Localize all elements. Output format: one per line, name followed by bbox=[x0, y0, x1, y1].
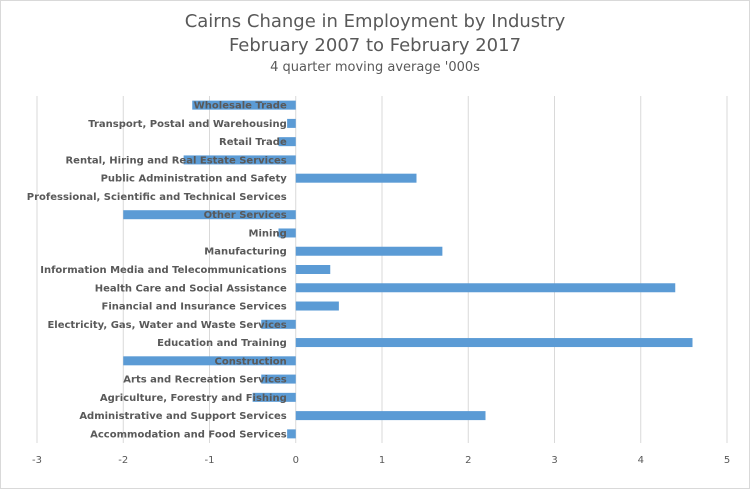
chart-title: Cairns Change in Employment by Industry bbox=[184, 11, 566, 32]
bar bbox=[123, 356, 296, 366]
category-label: Agriculture, Forestry and Fishing bbox=[100, 393, 287, 404]
bar bbox=[183, 155, 296, 165]
x-tick-label: 2 bbox=[465, 455, 471, 466]
category-label: Electricity, Gas, Water and Waste Servic… bbox=[47, 320, 286, 331]
category-label: Accommodation and Food Services bbox=[90, 429, 287, 440]
category-label: Construction bbox=[215, 356, 287, 367]
x-tick-label: -3 bbox=[32, 455, 42, 466]
category-label: Arts and Recreation Services bbox=[123, 375, 287, 386]
category-label: Retail Trade bbox=[219, 137, 287, 148]
bar bbox=[295, 283, 676, 293]
category-label: Mining bbox=[249, 228, 287, 239]
x-tick-label: 4 bbox=[638, 455, 644, 466]
bar bbox=[295, 411, 486, 421]
category-label: Health Care and Social Assistance bbox=[95, 283, 287, 294]
x-tick-label: 0 bbox=[293, 455, 299, 466]
bar bbox=[261, 319, 296, 329]
category-label: Public Administration and Safety bbox=[101, 174, 288, 185]
category-label: Information Media and Telecommunications bbox=[40, 265, 287, 276]
category-label: Rental, Hiring and Real Estate Services bbox=[65, 155, 286, 166]
category-label: Manufacturing bbox=[204, 247, 287, 258]
bar bbox=[287, 118, 296, 128]
bar bbox=[261, 374, 296, 384]
category-label: Wholesale Trade bbox=[194, 101, 287, 112]
category-label: Financial and Insurance Services bbox=[102, 302, 287, 313]
bar bbox=[295, 265, 331, 274]
bar bbox=[278, 228, 296, 238]
category-label: Professional, Scientific and Technical S… bbox=[27, 192, 287, 203]
bar bbox=[123, 210, 296, 220]
x-tick-label: 1 bbox=[379, 455, 385, 466]
category-label: Other Services bbox=[204, 210, 287, 221]
bar bbox=[192, 100, 296, 110]
bar bbox=[295, 301, 339, 311]
bar bbox=[295, 173, 417, 183]
bar bbox=[287, 429, 296, 439]
chart-title-line2: February 2007 to February 2017 bbox=[228, 35, 522, 56]
bar bbox=[295, 338, 693, 348]
x-tick-label: -2 bbox=[118, 455, 128, 466]
x-tick-label: -1 bbox=[205, 455, 215, 466]
category-label: Education and Training bbox=[157, 338, 287, 349]
bar bbox=[278, 137, 296, 147]
chart-subtitle: 4 quarter moving average '000s bbox=[270, 60, 480, 75]
bar bbox=[295, 246, 443, 256]
category-label: Transport, Postal and Warehousing bbox=[88, 119, 287, 130]
category-label: Administrative and Support Services bbox=[79, 411, 286, 422]
x-tick-label: 3 bbox=[551, 455, 557, 466]
bar bbox=[252, 392, 296, 402]
x-tick-label: 5 bbox=[724, 455, 730, 466]
